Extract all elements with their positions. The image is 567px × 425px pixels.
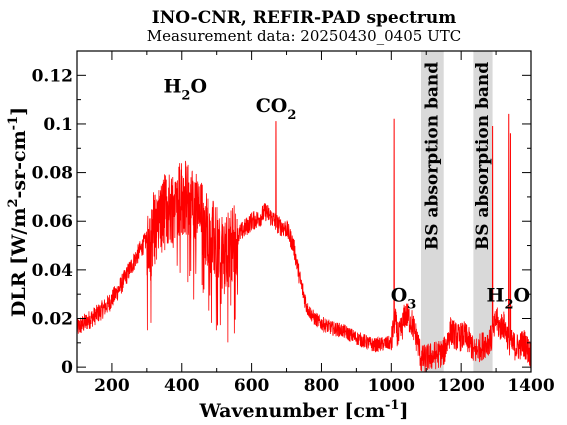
annotation-co2: CO2: [256, 95, 297, 123]
x-tick-label: 200: [94, 376, 130, 396]
x-tick-label: 600: [234, 376, 270, 396]
chart-title: INO-CNR, REFIR-PAD spectrum: [152, 8, 456, 28]
x-tick-label: 800: [304, 376, 340, 396]
band-label-0: BS absorption band: [422, 62, 442, 250]
annotation-h2o-left: H2O: [163, 75, 207, 103]
x-tick-label: 1400: [507, 376, 554, 396]
plot-frame: [76, 50, 532, 373]
spectrum-line-layer: [76, 113, 532, 373]
y-tick-label: 0.02: [32, 310, 73, 330]
shaded-band-0: [420, 51, 444, 372]
chart-subtitle: Measurement data: 20250430_0405 UTC: [147, 27, 461, 45]
shaded-band-1: [473, 51, 493, 372]
y-axis-title: DLR [W/m2-sr-cm-1]: [6, 107, 30, 317]
y-tick-label: 0.04: [32, 261, 74, 281]
spectrum-series-line: [76, 113, 532, 373]
axis-ticks: 200 400 600 800 1000 1200 1400 0 0.02 0.04 0.06 0.0…: [32, 51, 555, 396]
shaded-bands: [420, 51, 493, 372]
band-labels: BS absorption band BS absorption band: [422, 62, 493, 250]
x-tick-label: 1000: [368, 376, 415, 396]
band-label-1: BS absorption band: [473, 62, 493, 250]
x-tick-label: 400: [164, 376, 200, 396]
annotation-o3: O3: [391, 284, 417, 312]
y-tick-label: 0: [61, 358, 73, 378]
x-tick-label: 1200: [437, 376, 484, 396]
x-axis-title: Wavenumber [cm-1]: [199, 398, 409, 422]
y-tick-label: 0.12: [32, 66, 73, 86]
species-annotations: H2O CO2 O3 H2O: [163, 75, 530, 312]
annotation-h2o-right: H2O: [487, 284, 531, 312]
y-tick-label: 0.1: [43, 115, 73, 135]
y-tick-label: 0.06: [32, 212, 73, 232]
y-tick-label: 0.08: [32, 164, 73, 184]
